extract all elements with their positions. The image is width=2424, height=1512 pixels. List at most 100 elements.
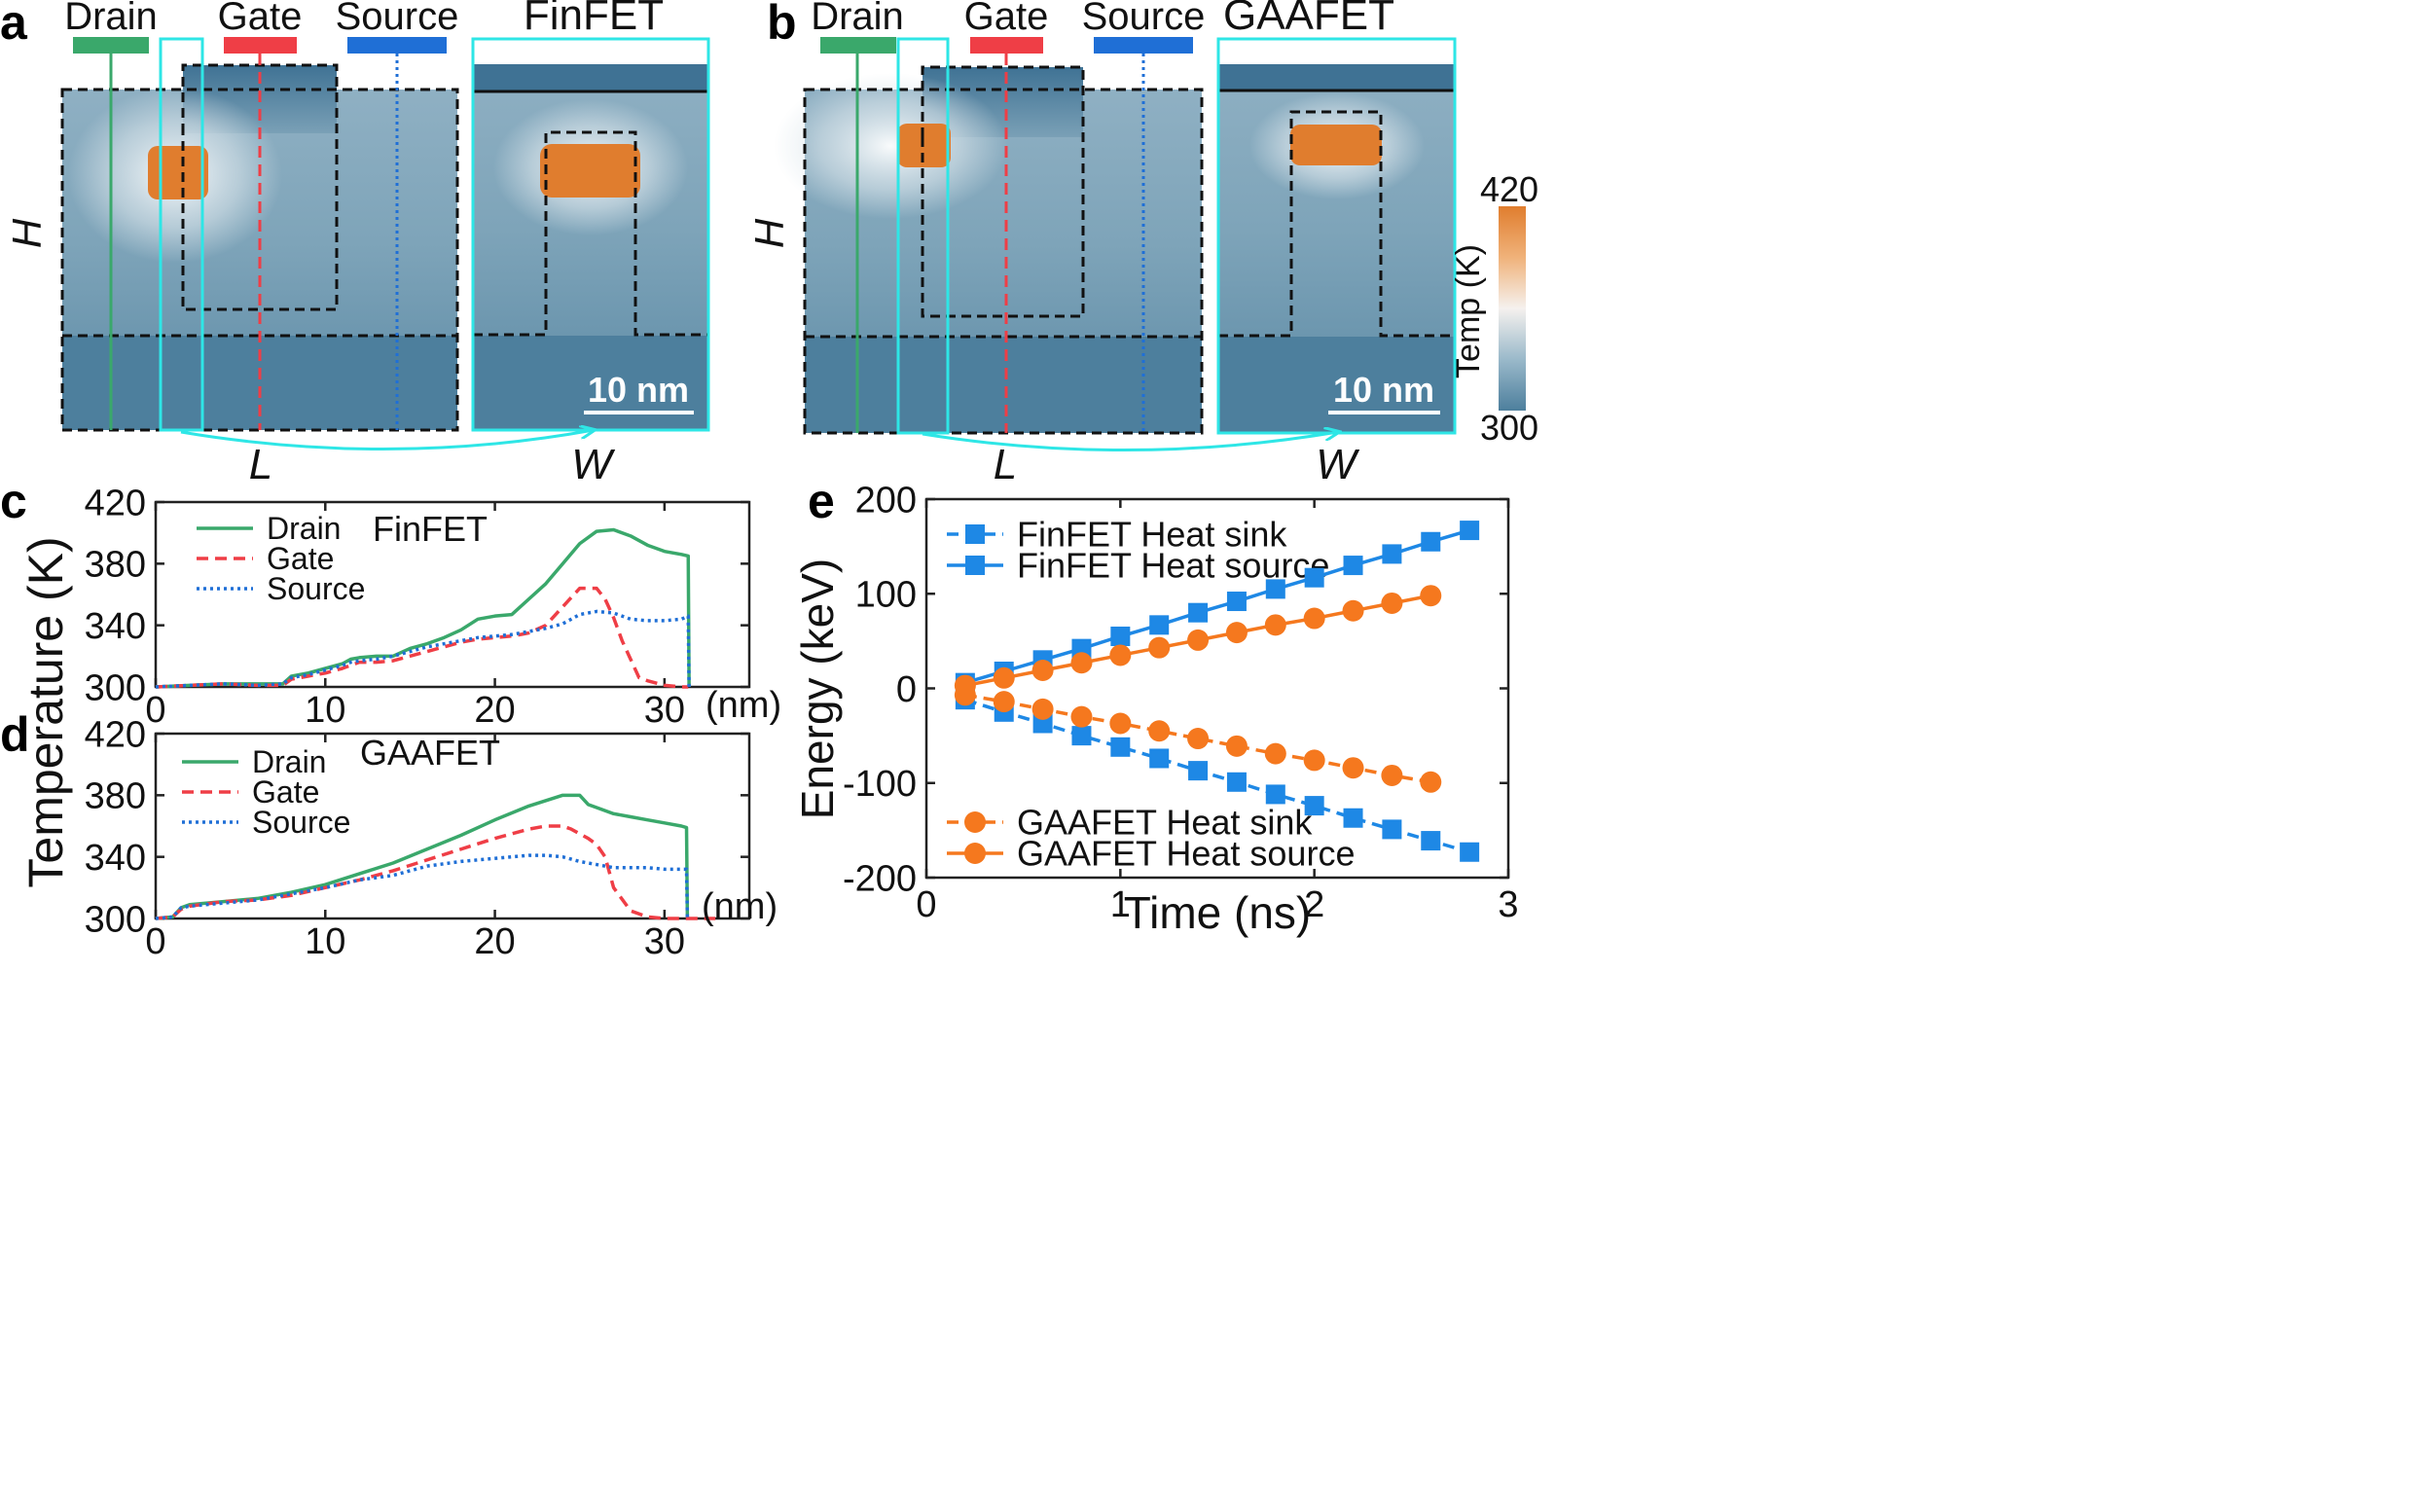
data-point	[993, 691, 1015, 713]
data-point	[1110, 737, 1131, 757]
projection-arrow	[180, 430, 594, 451]
side-view-map-gaafet	[774, 37, 1204, 435]
legend-label: FinFET Heat sink	[1017, 515, 1287, 555]
data-point	[1149, 748, 1170, 769]
axis-label-w: W	[1316, 441, 1359, 488]
data-point	[1421, 531, 1441, 552]
series-line-source	[155, 853, 690, 920]
panel-letter-c: c	[0, 474, 27, 528]
data-point	[1148, 720, 1171, 742]
x-tick-label: 0	[916, 884, 936, 925]
legend-label-gate: Gate	[964, 0, 1049, 38]
data-point	[1265, 579, 1285, 599]
axis-label-w: W	[571, 441, 615, 488]
series-line-drain	[155, 793, 690, 920]
y-tick-label: 420	[85, 714, 146, 755]
side-view-map-finfet	[60, 37, 459, 432]
colorbar-min-label: 300	[1480, 408, 1538, 448]
y-tick-label: 420	[85, 483, 146, 523]
cross-section-marker	[159, 37, 204, 432]
chart-d-gaafet-temperature: 0 10 20 30300340380420DrainGateSourceGAAFET…	[0, 707, 778, 962]
data-point	[1187, 629, 1210, 651]
data-point	[1188, 761, 1209, 781]
plot-frame	[154, 500, 751, 689]
y-tick-label: 380	[85, 776, 146, 817]
data-point	[1304, 567, 1324, 588]
hotspot	[1290, 125, 1382, 165]
projection-arrow	[922, 432, 1338, 452]
data-point	[1343, 556, 1363, 576]
legend-label: Source	[267, 571, 365, 606]
scale-bar-label: 10 nm	[588, 370, 689, 410]
data-point	[1109, 712, 1132, 735]
cross-section-map-finfet: 10 nm	[471, 37, 710, 432]
x-axis-label: (nm)	[705, 685, 781, 726]
panel-letter-a: a	[0, 0, 28, 50]
data-point	[1460, 521, 1480, 541]
x-tick-label: 1	[1110, 884, 1131, 925]
chart-title: FinFET	[373, 509, 488, 549]
legend-swatch-source	[347, 37, 447, 54]
axis-label-h: H	[4, 218, 50, 248]
x-tick-label: 0	[145, 690, 165, 731]
legend-label: Gate	[252, 774, 319, 810]
legend-swatch-source	[1094, 37, 1193, 54]
data-point	[1303, 749, 1325, 772]
panel-a: a Drain Gate Source FinFET	[0, 0, 710, 488]
legend-marker	[965, 556, 985, 575]
x-tick-label: 10	[305, 921, 345, 962]
y-tick-label: 0	[896, 669, 917, 710]
x-axis-label: (nm)	[702, 886, 778, 927]
data-point	[1342, 757, 1364, 779]
y-tick-label: -200	[843, 858, 917, 899]
legend-label: GAAFET Heat sink	[1017, 803, 1313, 843]
series-line-gate	[155, 824, 716, 920]
data-point	[1226, 592, 1247, 612]
data-point	[1070, 705, 1093, 728]
hotspot	[540, 144, 640, 198]
x-axis-label: Time (ns)	[1124, 887, 1312, 938]
data-point	[1031, 660, 1054, 682]
data-point	[1226, 772, 1247, 792]
hotspot	[148, 146, 208, 199]
legend-label-source: Source	[336, 0, 459, 38]
data-point	[1265, 784, 1285, 805]
y-tick-label: 200	[855, 480, 917, 521]
data-point	[1187, 728, 1210, 750]
x-tick-label: 30	[644, 921, 685, 962]
data-point	[1381, 592, 1403, 614]
series-line-gate	[155, 586, 689, 689]
data-point	[1304, 796, 1324, 816]
x-tick-label: 3	[1498, 884, 1518, 925]
legend-label-gate: Gate	[218, 0, 303, 38]
data-point	[1148, 636, 1171, 659]
data-point	[1343, 808, 1363, 828]
legend-swatch-drain	[73, 37, 149, 54]
data-point	[993, 666, 1015, 689]
data-point	[1342, 599, 1364, 622]
panel-letter-d: d	[0, 707, 30, 762]
data-point	[1109, 644, 1132, 666]
legend-label: Drain	[252, 744, 326, 779]
series-line-source	[155, 609, 691, 689]
chart-c-finfet-temperature: 0 10 20 30 300 340 380 420 DrainGateSourceFinFET…	[0, 474, 781, 731]
legend-label-drain: Drain	[64, 0, 158, 38]
panel-letter-b: b	[767, 0, 797, 50]
y-tick-label: 100	[855, 575, 917, 616]
legend-label: Source	[252, 805, 350, 840]
legend-swatch-drain	[820, 37, 896, 54]
x-tick-label: 20	[474, 921, 515, 962]
chart-title: GAAFET	[360, 733, 500, 773]
shared-y-axis-label: Temperature (K)	[18, 536, 73, 887]
scale-bar-label: 10 nm	[1333, 370, 1434, 410]
y-tick-label: 300	[85, 899, 146, 940]
axis-label-h: H	[746, 218, 792, 248]
data-point	[1070, 652, 1093, 674]
data-point	[1264, 742, 1286, 765]
legend-label-source: Source	[1082, 0, 1206, 38]
data-point	[1460, 842, 1480, 862]
data-point	[1264, 614, 1286, 636]
data-point	[1149, 615, 1170, 635]
